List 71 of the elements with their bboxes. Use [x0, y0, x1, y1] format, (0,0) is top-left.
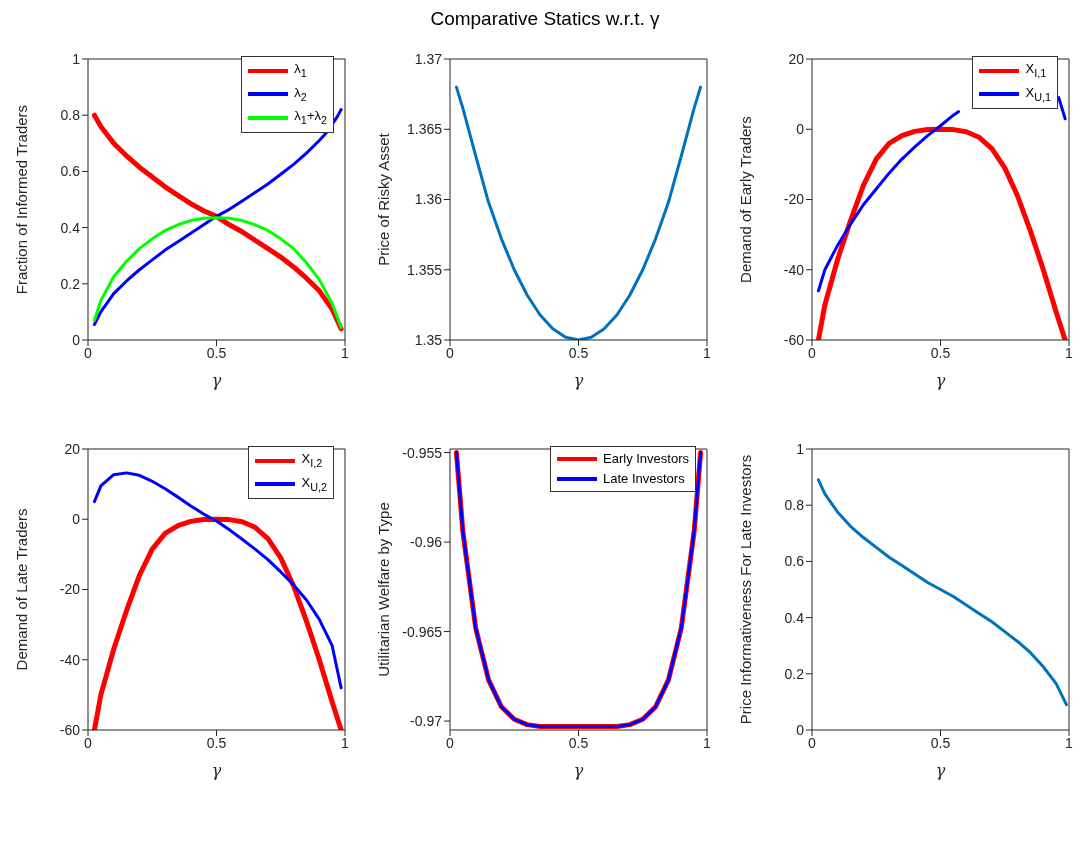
y-tick-label: 1.35: [414, 331, 443, 348]
y-tick-label: 1.36: [414, 191, 443, 208]
legend-label: Early Investors: [603, 451, 689, 466]
y-tick-label: -0.965: [402, 623, 443, 640]
y-axis-title: Utilitarian Welfare by Type: [375, 502, 393, 677]
legend-label: X$_{I,1}$: [1025, 61, 1047, 79]
y-tick-label: -40: [783, 261, 805, 278]
x-tick-label: 0: [84, 344, 93, 361]
y-tick-label: -0.97: [410, 713, 443, 730]
x-tick-label: 1: [703, 734, 712, 751]
y-axis-title: Fraction of Informed Traders: [13, 104, 31, 295]
x-axis-title: γ: [935, 371, 946, 390]
y-tick-label: -20: [783, 191, 805, 208]
y-tick-label: 1: [72, 50, 81, 67]
x-tick-label: 0: [446, 734, 455, 751]
y-tick-label: 0: [72, 331, 81, 348]
y-tick-label: 0: [72, 511, 81, 528]
legend-label: λ$_{1}$+λ$_{2}$: [294, 108, 327, 126]
x-tick-label: 0.5: [206, 734, 227, 751]
y-tick-label: 1: [796, 440, 805, 457]
y-tick-label: -0.96: [410, 534, 443, 551]
y-tick-label: 0: [796, 721, 805, 738]
legend-label: Late Investors: [603, 471, 685, 486]
x-tick-label: 0: [808, 344, 817, 361]
x-tick-label: 1: [1065, 734, 1074, 751]
legend-label: X$_{I,2}$: [301, 451, 323, 469]
x-tick-label: 0: [446, 344, 455, 361]
y-axis-title: Price Informativeness For Late Investors: [737, 454, 755, 725]
y-tick-label: 0.2: [784, 665, 805, 682]
y-tick-label: 1.355: [406, 261, 443, 278]
legend-label: X$_{U,2}$: [301, 474, 327, 493]
x-tick-label: 1: [703, 344, 712, 361]
y-tick-label: -0.955: [402, 444, 443, 461]
y-tick-label: 20: [788, 50, 805, 67]
y-tick-label: 0.4: [784, 609, 805, 626]
x-tick-label: 1: [341, 734, 350, 751]
legend-label: X$_{U,1}$: [1025, 84, 1051, 103]
y-tick-label: 0: [796, 121, 805, 138]
x-tick-label: 1: [1065, 344, 1074, 361]
x-tick-label: 0.5: [930, 344, 951, 361]
legend-label: λ$_{1}$: [294, 61, 307, 79]
x-tick-label: 0: [808, 734, 817, 751]
x-axis-title: γ: [573, 761, 584, 780]
y-tick-label: 0.6: [60, 163, 81, 180]
x-tick-label: 0.5: [930, 734, 951, 751]
y-tick-label: 0.4: [60, 219, 81, 236]
y-tick-label: -40: [59, 651, 81, 668]
y-tick-label: 0.8: [784, 497, 805, 514]
y-tick-label: -60: [783, 331, 805, 348]
chart-title: Comparative Statics w.r.t. γ: [430, 8, 660, 29]
y-tick-label: 1.365: [406, 121, 443, 138]
y-axis-title: Demand of Early Traders: [737, 116, 755, 283]
x-tick-label: 0: [84, 734, 93, 751]
x-axis-title: γ: [573, 371, 584, 390]
y-tick-label: 0.8: [60, 107, 81, 124]
x-axis-title: γ: [211, 371, 222, 390]
x-tick-label: 0.5: [206, 344, 227, 361]
x-axis-title: γ: [211, 761, 222, 780]
y-tick-label: 20: [64, 440, 81, 457]
x-tick-label: 1: [341, 344, 350, 361]
y-tick-label: 1.37: [414, 50, 443, 67]
y-tick-label: -60: [59, 721, 81, 738]
x-tick-label: 0.5: [568, 734, 589, 751]
y-axis-title: Price of Risky Asset: [375, 132, 393, 266]
x-tick-label: 0.5: [568, 344, 589, 361]
y-tick-label: 0.6: [784, 553, 805, 570]
x-axis-title: γ: [935, 761, 946, 780]
y-axis-title: Demand of Late Traders: [13, 508, 31, 671]
y-tick-label: -20: [59, 581, 81, 598]
y-tick-label: 0.2: [60, 275, 81, 292]
legend-label: λ$_{2}$: [294, 84, 307, 103]
